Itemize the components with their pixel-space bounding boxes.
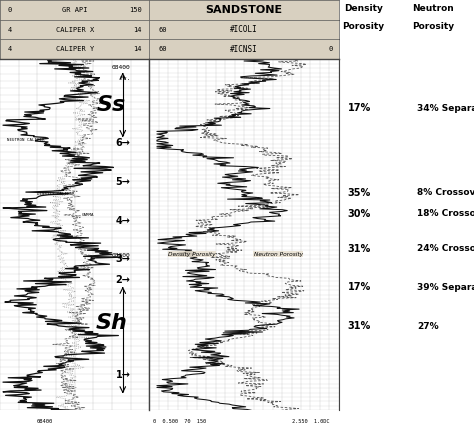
Text: Density: Density bbox=[344, 4, 383, 14]
Text: 8% Crossover: 8% Crossover bbox=[417, 188, 474, 197]
Text: 60: 60 bbox=[159, 47, 167, 52]
Text: Density Porosity: Density Porosity bbox=[168, 252, 216, 257]
Text: GR API: GR API bbox=[62, 7, 87, 13]
Text: Sh: Sh bbox=[95, 313, 128, 332]
Text: 27%: 27% bbox=[417, 321, 439, 330]
Text: CALIPER X: CALIPER X bbox=[55, 27, 94, 33]
Text: 08400: 08400 bbox=[111, 66, 130, 71]
Text: NEUTRON CALIPER: NEUTRON CALIPER bbox=[8, 138, 45, 142]
Text: 4→: 4→ bbox=[116, 216, 130, 226]
Text: 4: 4 bbox=[8, 47, 12, 52]
Text: 08300: 08300 bbox=[111, 253, 130, 258]
Text: 4: 4 bbox=[8, 27, 12, 33]
Text: 3→: 3→ bbox=[116, 254, 130, 264]
Text: 0  0.500  70  150: 0 0.500 70 150 bbox=[153, 419, 206, 423]
Text: Fr.: Fr. bbox=[119, 76, 130, 81]
Text: 30%: 30% bbox=[347, 209, 371, 219]
Text: 60: 60 bbox=[159, 27, 167, 33]
Text: 5→: 5→ bbox=[116, 177, 130, 187]
Text: 34% Separation: 34% Separation bbox=[417, 104, 474, 113]
Text: 2.550  1.0DC: 2.550 1.0DC bbox=[292, 419, 329, 423]
Text: #ICNSI: #ICNSI bbox=[230, 45, 258, 54]
Text: 6→: 6→ bbox=[116, 138, 130, 148]
Text: 17%: 17% bbox=[347, 103, 371, 113]
Text: 1→: 1→ bbox=[116, 370, 130, 380]
Text: 0: 0 bbox=[329, 47, 333, 52]
Text: Ss: Ss bbox=[97, 95, 126, 115]
Text: CALIPER Y: CALIPER Y bbox=[55, 47, 94, 52]
Text: Porosity: Porosity bbox=[342, 22, 384, 31]
Text: 39% Separation: 39% Separation bbox=[417, 283, 474, 292]
Text: 08400: 08400 bbox=[36, 419, 53, 423]
Text: Neutron Porosity: Neutron Porosity bbox=[254, 252, 303, 257]
Text: SANDSTONE: SANDSTONE bbox=[206, 5, 283, 15]
Text: 35%: 35% bbox=[347, 188, 371, 198]
Text: 14: 14 bbox=[133, 47, 142, 52]
Text: Neutron: Neutron bbox=[412, 4, 455, 14]
Text: GAMMA: GAMMA bbox=[82, 214, 95, 217]
Text: 2→: 2→ bbox=[116, 275, 130, 286]
Text: 31%: 31% bbox=[347, 321, 371, 331]
Text: 0: 0 bbox=[8, 7, 12, 13]
Text: 17%: 17% bbox=[347, 283, 371, 292]
Text: #ICOLI: #ICOLI bbox=[230, 25, 258, 34]
Text: 18% Crossover: 18% Crossover bbox=[417, 209, 474, 218]
Text: 150: 150 bbox=[129, 7, 142, 13]
Text: Porosity: Porosity bbox=[412, 22, 455, 31]
Text: 31%: 31% bbox=[347, 244, 371, 254]
Text: DENSITY CALIPER: DENSITY CALIPER bbox=[37, 192, 75, 196]
Text: 14: 14 bbox=[133, 27, 142, 33]
Text: 24% Crossover: 24% Crossover bbox=[417, 244, 474, 253]
